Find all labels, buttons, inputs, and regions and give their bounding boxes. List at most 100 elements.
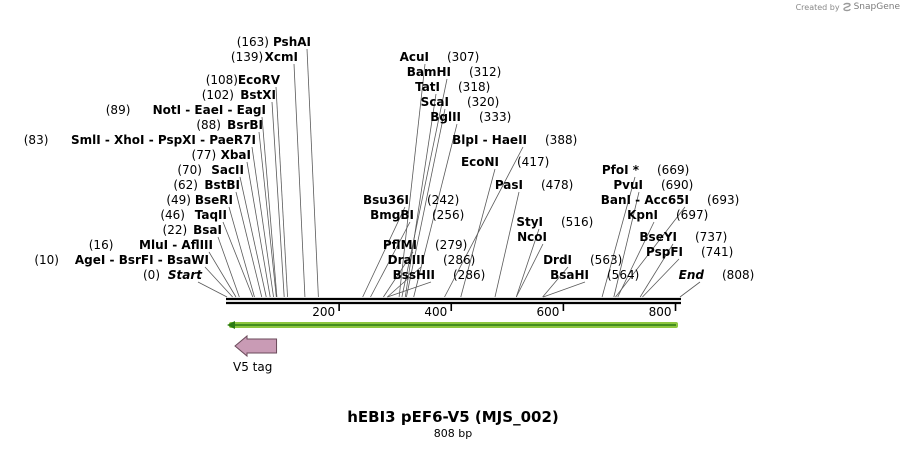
site-position-pspfi: (741) <box>701 245 733 259</box>
site-name-draiii: DraIII <box>388 253 425 267</box>
site-label-bmgbi[interactable]: BmgBI (256) <box>370 208 464 222</box>
site-position-econi: (417) <box>517 155 549 169</box>
site-line-bsshii <box>387 281 432 298</box>
site-name-styi: StyI <box>516 215 543 229</box>
site-label-pasi[interactable]: PasI (478) <box>495 178 573 192</box>
site-label-bstxi[interactable]: BstXI (102) <box>202 88 276 102</box>
site-label-scai[interactable]: ScaI (320) <box>421 95 500 109</box>
site-label-sacii[interactable]: SacII (70) <box>177 163 244 177</box>
plasmid-linear-map: 200 400 600 800 Start (0)AgeI - BsrFI - BsaW… <box>24 35 755 374</box>
site-position-bseri: (49) <box>166 193 191 207</box>
site-label-bstbi[interactable]: BstBI (62) <box>173 178 240 192</box>
site-label-bseyi[interactable]: BseYI (737) <box>639 230 727 244</box>
site-label-ecorv[interactable]: EcoRV(108) <box>206 73 281 87</box>
site-label-bamhi[interactable]: BamHI (312) <box>407 65 502 79</box>
site-label-end[interactable]: End (808) <box>679 268 755 282</box>
site-line-econi <box>460 168 496 298</box>
site-label-bsai[interactable]: BsaI (22) <box>163 223 222 237</box>
site-name-pvui: PvuI <box>613 178 643 192</box>
site-line-xbai <box>246 161 271 298</box>
site-line-blpi <box>444 146 524 298</box>
orf-arrow[interactable] <box>227 321 678 329</box>
site-label-ncoi[interactable]: NcoI <box>517 230 547 244</box>
site-line-bsrbi <box>258 131 277 298</box>
site-line-start <box>197 281 228 298</box>
site-name-acui: AcuI <box>400 50 429 64</box>
site-name-ncoi: NcoI <box>517 230 547 244</box>
site-label-bglii[interactable]: BglII (333) <box>430 110 511 124</box>
site-line-acui <box>398 63 426 298</box>
site-position-pshai: (163) <box>237 35 269 49</box>
site-name-bstxi: BstXI <box>240 88 276 102</box>
site-name-pflmi: PflMI <box>383 238 417 252</box>
site-label-econi[interactable]: EcoNI (417) <box>461 155 549 169</box>
site-label-bsrbi[interactable]: BsrBI (88) <box>196 118 263 132</box>
site-label-xbai[interactable]: XbaI (77) <box>192 148 251 162</box>
site-position-drdi: (563) <box>590 253 622 267</box>
tick-label-400: 400 <box>424 305 447 319</box>
site-line-bani <box>615 206 686 298</box>
site-label-tati[interactable]: TatI (318) <box>415 80 490 94</box>
site-label-pflmi[interactable]: PflMI (279) <box>383 238 467 252</box>
watermark-brand: SnapGene <box>853 2 900 12</box>
feature-v5-tag[interactable]: V5 tag <box>233 334 278 374</box>
site-line-ncoi <box>515 243 544 298</box>
site-label-xcmi[interactable]: XcmI(139) <box>231 50 298 64</box>
site-position-start: (0) <box>143 268 160 282</box>
site-line-sacii <box>239 176 267 298</box>
site-label-blpi[interactable]: BlpI - HaeII (388) <box>452 133 577 147</box>
site-label-taqii[interactable]: TaqII (46) <box>160 208 227 222</box>
site-label-kpni[interactable]: KpnI (697) <box>627 208 708 222</box>
sequence-backbone <box>226 297 681 305</box>
site-label-bseri[interactable]: BseRI (49) <box>166 193 233 207</box>
site-name-bstbi: BstBI <box>204 178 240 192</box>
site-label-bsahi[interactable]: BsaHI (564) <box>550 268 639 282</box>
site-label-pshai[interactable]: PshAI (163) <box>237 35 311 49</box>
site-name-pasi: PasI <box>495 178 523 192</box>
site-line-pfoi <box>601 176 636 298</box>
site-label-pspfi[interactable]: PspFI (741) <box>646 245 733 259</box>
site-line-ecorv <box>275 86 288 298</box>
site-label-start[interactable]: Start (0) <box>143 268 203 282</box>
site-position-bstxi: (102) <box>202 88 234 102</box>
site-position-bsai: (22) <box>163 223 188 237</box>
site-label-draiii[interactable]: DraIII (286) <box>388 253 476 267</box>
site-label-smli[interactable]: SmlI - XhoI - PspXI - PaeR7I (83) <box>24 133 256 147</box>
site-label-pvui[interactable]: PvuI (690) <box>613 178 693 192</box>
site-name-tati: TatI <box>415 80 440 94</box>
site-label-agei[interactable]: AgeI - BsrFI - BsaWI (10) <box>34 253 209 267</box>
site-position-kpni: (697) <box>676 208 708 222</box>
site-line-styi <box>515 228 540 298</box>
site-label-noti[interactable]: NotI - EaeI - EagI (89) <box>106 103 266 117</box>
site-label-mlui[interactable]: MluI - AflIII (16) <box>89 238 213 252</box>
site-line-pflmi <box>383 251 414 298</box>
site-name-scai: ScaI <box>421 95 449 109</box>
site-name-pfoi: PfoI * <box>602 163 640 177</box>
site-label-bsu36i[interactable]: Bsu36I (242) <box>363 193 459 207</box>
site-label-pfoi[interactable]: PfoI * (669) <box>602 163 689 177</box>
site-line-taqii <box>222 221 254 298</box>
site-line-draiii <box>387 266 422 298</box>
site-position-tati: (318) <box>458 80 490 94</box>
site-position-agei: (10) <box>34 253 59 267</box>
feature-track: V5 tag <box>233 334 278 374</box>
site-line-smli <box>251 146 274 298</box>
site-line-scai <box>406 108 446 298</box>
site-line-pasi <box>494 191 520 298</box>
site-line-pshai <box>306 48 319 298</box>
site-line-bsahi <box>543 281 586 298</box>
site-position-draiii: (286) <box>443 253 475 267</box>
site-line-xcmi <box>293 63 306 298</box>
site-label-drdi[interactable]: DrdI (563) <box>543 253 622 267</box>
site-name-start: Start <box>168 268 203 282</box>
site-label-acui[interactable]: AcuI (307) <box>400 50 480 64</box>
site-name-bseyi: BseYI <box>639 230 677 244</box>
site-label-bani[interactable]: BanI - Acc65I (693) <box>601 193 740 207</box>
site-label-bsshii[interactable]: BssHII (286) <box>393 268 486 282</box>
site-position-pvui: (690) <box>661 178 693 192</box>
site-position-bglii: (333) <box>479 110 511 124</box>
site-position-smli: (83) <box>24 133 49 147</box>
site-name-ecorv: EcoRV <box>238 73 281 87</box>
site-line-bsai <box>217 236 240 298</box>
site-label-styi[interactable]: StyI (516) <box>516 215 593 229</box>
